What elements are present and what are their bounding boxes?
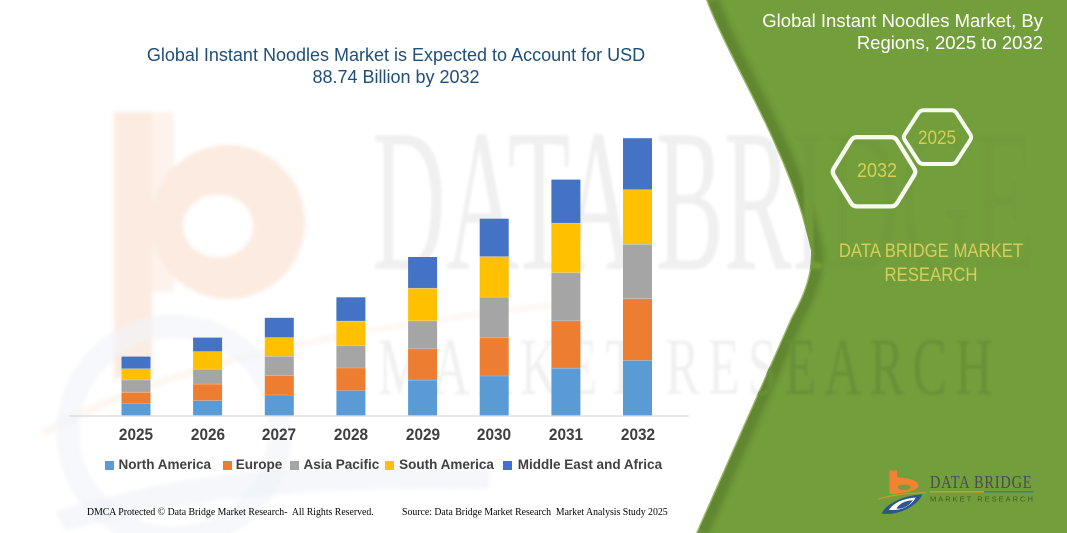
svg-text:MARKET RESEARCH: MARKET RESEARCH (930, 495, 1035, 504)
svg-text:DATA BRIDGE: DATA BRIDGE (930, 472, 1032, 493)
